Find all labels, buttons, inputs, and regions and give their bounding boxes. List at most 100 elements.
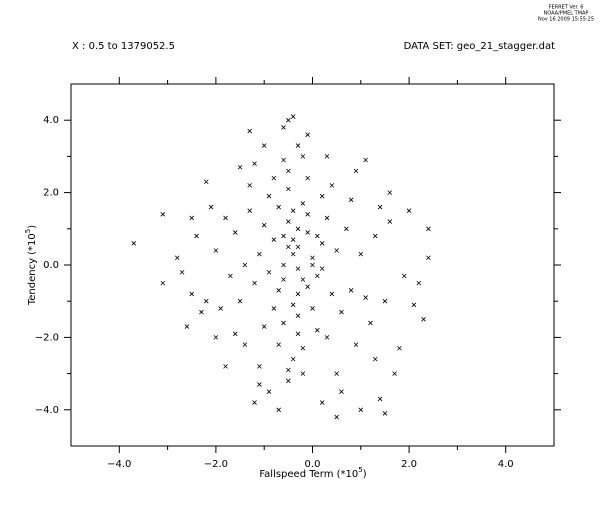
scatter-point [276, 342, 281, 347]
scatter-point [179, 269, 185, 275]
scatter-point [232, 230, 238, 235]
scatter-point [426, 226, 431, 232]
scatter-point [300, 277, 306, 282]
scatter-point [305, 132, 310, 137]
x-tick-label: −4.0 [107, 459, 131, 470]
scatter-point [232, 331, 238, 337]
header-line: NOAA/PMEL TMAP [544, 11, 589, 17]
scatter-point [271, 237, 277, 242]
scatter-point [252, 400, 257, 405]
title-left: X : 0.5 to 1379052.5 [72, 41, 175, 52]
scatter-point [358, 407, 364, 413]
scatter-point [257, 364, 262, 369]
scatter-point [319, 266, 325, 271]
scatter-point [300, 201, 306, 206]
scatter-point [416, 280, 422, 286]
scatter-point [387, 219, 393, 224]
scatter-point [160, 280, 166, 286]
scatter-point [305, 230, 310, 235]
scatter-point [310, 255, 315, 261]
scatter-point [281, 320, 286, 326]
scatter-point [228, 273, 233, 279]
scatter-point [290, 208, 296, 213]
scatter-point [319, 400, 325, 405]
scatter-point [131, 240, 137, 246]
scatter-point [295, 143, 301, 148]
scatter-point [315, 273, 320, 279]
scatter-point [290, 114, 296, 119]
scatter-point [324, 154, 330, 159]
scatter-point [315, 233, 320, 239]
scatter-point [329, 291, 335, 297]
scatter-point [286, 244, 291, 250]
x-label-text: Fallspeed Term (*10 [259, 469, 358, 480]
scatter-point [305, 284, 310, 290]
scatter-point [213, 335, 219, 340]
x-tick-label: 4.0 [498, 459, 514, 470]
scatter-point [237, 164, 243, 170]
scatter-point [286, 378, 291, 384]
y-tick-label: −2.0 [35, 332, 59, 343]
scatter-point [344, 226, 349, 232]
scatter-point [247, 208, 252, 213]
scatter-point [199, 309, 204, 315]
x-tick-label: 0.0 [305, 459, 321, 470]
x-tick-label: −2.0 [204, 459, 228, 470]
y-tick-label: 4.0 [43, 115, 59, 126]
x-axis-label: Fallspeed Term (*105) [259, 466, 366, 480]
scatter-point [334, 371, 339, 376]
scatter-point [406, 208, 412, 213]
y-label-exponent: 5 [24, 229, 32, 233]
scatter-point [358, 251, 364, 257]
scatter-point [324, 335, 330, 340]
scatter-point [223, 364, 228, 369]
scatter-point [213, 248, 219, 253]
scatter-point [247, 128, 252, 134]
scatter-point [194, 233, 199, 239]
scatter-point [281, 157, 286, 163]
scatter-point [286, 117, 291, 123]
scatter-point [276, 407, 281, 413]
scatter-point [252, 161, 257, 166]
scatter-point [290, 237, 296, 242]
scatter-point [247, 183, 252, 188]
scatter-point [189, 215, 195, 221]
scatter-point [203, 298, 209, 304]
scatter-point [300, 345, 306, 351]
header-line: Nov 16 2009 15:55:25 [538, 17, 594, 23]
scatter-point [397, 345, 402, 351]
scatter-point [286, 367, 291, 373]
scatter-point [203, 179, 209, 185]
scatter-point [271, 175, 277, 181]
scatter-point [353, 342, 359, 347]
scatter-point [368, 320, 373, 326]
scatter-point [300, 154, 306, 159]
scatter-point [295, 291, 301, 297]
scatter-point [295, 244, 301, 250]
scatter-point [363, 295, 368, 300]
scatter-point [300, 371, 306, 376]
y-label-suffix: ) [27, 225, 38, 229]
scatter-point [295, 331, 301, 337]
scatter-point [377, 396, 383, 402]
scatter-point [242, 262, 248, 268]
scatter-point [295, 313, 301, 318]
scatter-point [281, 233, 286, 239]
scatter-point [324, 215, 330, 221]
scatter-point [339, 389, 344, 394]
y-tick-label: −4.0 [35, 405, 59, 416]
scatter-point [266, 269, 272, 275]
scatter-point [305, 175, 310, 181]
x-label-suffix: ) [363, 469, 367, 480]
scatter-point [339, 309, 344, 315]
scatter-point [373, 356, 378, 362]
scatter-point [276, 204, 281, 210]
scatter-point [329, 183, 335, 188]
scatter-point [276, 288, 281, 293]
scatter-point [271, 306, 277, 311]
x-tick-label: 2.0 [401, 459, 417, 470]
scatter-point [266, 389, 272, 394]
scatter-point [281, 262, 286, 268]
scatter-point [223, 215, 228, 221]
